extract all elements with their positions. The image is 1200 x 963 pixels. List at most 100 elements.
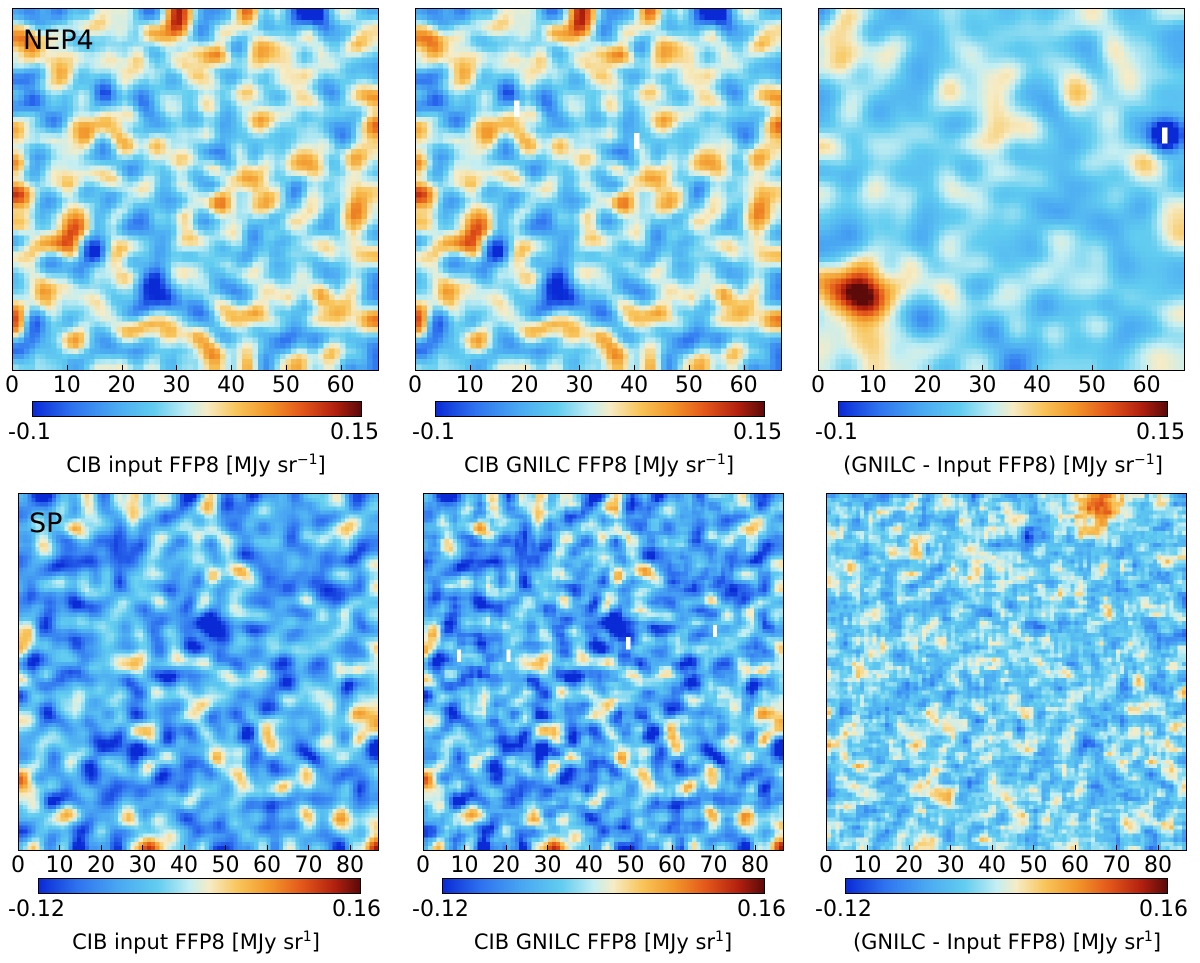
colorbar-max: 0.16 <box>1139 897 1188 922</box>
x-tick-mark <box>1033 845 1035 851</box>
x-tick-mark <box>1146 365 1148 371</box>
x-tick-mark <box>588 845 590 851</box>
x-tick-label: 50 <box>674 373 703 398</box>
x-tick-label: 40 <box>574 853 603 878</box>
x-tick-label: 30 <box>968 373 997 398</box>
x-tick-label: 30 <box>936 853 965 878</box>
x-tick-mark <box>579 365 581 371</box>
x-tick-label: 20 <box>913 373 942 398</box>
colorbar-max: 0.16 <box>737 897 786 922</box>
x-tick-label: 20 <box>894 853 923 878</box>
x-tick-mark <box>867 845 869 851</box>
x-tick-mark <box>524 365 526 371</box>
x-tick-label: 80 <box>740 853 769 878</box>
colorbar-max: 0.15 <box>330 420 379 445</box>
x-tick-mark <box>1091 365 1093 371</box>
x-tick-mark <box>225 845 227 851</box>
x-tick-mark <box>688 365 690 371</box>
heatmap-canvas <box>416 9 781 370</box>
x-tick-mark <box>176 365 178 371</box>
field-label: SP <box>29 508 63 539</box>
x-tick-label: 0 <box>416 853 430 878</box>
heatmap-canvas <box>13 9 378 370</box>
x-tick-mark <box>1157 845 1159 851</box>
x-tick-label: 30 <box>565 373 594 398</box>
x-tick-label: 50 <box>1019 853 1048 878</box>
x-tick-label: 0 <box>811 373 825 398</box>
x-tick-label: 20 <box>86 853 115 878</box>
heatmap-canvas <box>19 494 378 850</box>
x-tick-label: 20 <box>107 373 136 398</box>
x-tick-mark <box>423 845 424 851</box>
x-tick-mark <box>950 845 952 851</box>
x-tick-mark <box>18 845 19 851</box>
x-tick-mark <box>982 365 984 371</box>
colorbar <box>442 878 765 894</box>
heatmap <box>826 493 1187 851</box>
x-tick-mark <box>818 365 819 371</box>
colorbar-title: CIB input FFP8 [MJy sr1] <box>72 929 320 954</box>
x-tick-label: 50 <box>616 853 645 878</box>
x-tick-mark <box>872 365 874 371</box>
x-tick-mark <box>927 365 929 371</box>
x-tick-label: 20 <box>491 853 520 878</box>
heatmap-canvas <box>827 494 1186 850</box>
x-tick-label: 50 <box>1077 373 1106 398</box>
x-tick-mark <box>415 365 416 371</box>
x-tick-mark <box>754 845 756 851</box>
x-tick-mark <box>121 365 123 371</box>
colorbar <box>32 401 362 417</box>
x-tick-mark <box>743 365 745 371</box>
colorbar-title: (GNILC - Input FFP8) [MJy sr−1] <box>843 452 1163 477</box>
heatmap: SP <box>18 493 379 851</box>
x-tick-label: 40 <box>1023 373 1052 398</box>
x-tick-label: 40 <box>620 373 649 398</box>
x-tick-label: 60 <box>729 373 758 398</box>
x-tick-label: 10 <box>45 853 74 878</box>
colorbar <box>838 401 1168 417</box>
x-tick-label: 30 <box>128 853 157 878</box>
x-tick-mark <box>547 845 549 851</box>
x-tick-label: 10 <box>858 373 887 398</box>
x-tick-mark <box>183 845 185 851</box>
x-tick-mark <box>1037 365 1039 371</box>
x-tick-label: 70 <box>294 853 323 878</box>
x-tick-mark <box>66 365 68 371</box>
x-tick-label: 30 <box>533 853 562 878</box>
x-tick-label: 60 <box>326 373 355 398</box>
x-tick-label: 60 <box>1060 853 1089 878</box>
x-tick-label: 60 <box>1132 373 1161 398</box>
x-tick-mark <box>991 845 993 851</box>
colorbar-min: -0.1 <box>8 420 51 445</box>
heatmap <box>415 8 782 371</box>
colorbar-title: (GNILC - Input FFP8) [MJy sr1] <box>852 929 1162 954</box>
x-tick-mark <box>713 845 715 851</box>
x-tick-label: 30 <box>162 373 191 398</box>
colorbar-min: -0.1 <box>412 420 455 445</box>
x-tick-label: 10 <box>450 853 479 878</box>
heatmap <box>818 8 1185 371</box>
x-tick-mark <box>505 845 507 851</box>
x-tick-label: 80 <box>1143 853 1172 878</box>
x-tick-mark <box>308 845 310 851</box>
colorbar <box>845 878 1168 894</box>
x-tick-mark <box>1116 845 1118 851</box>
colorbar-min: -0.1 <box>815 420 858 445</box>
field-label: NEP4 <box>23 25 94 56</box>
heatmap <box>423 493 784 851</box>
x-tick-mark <box>285 365 287 371</box>
x-tick-label: 40 <box>169 853 198 878</box>
x-tick-label: 60 <box>657 853 686 878</box>
heatmap-canvas <box>819 9 1184 370</box>
x-tick-label: 70 <box>699 853 728 878</box>
x-tick-mark <box>59 845 61 851</box>
x-tick-label: 80 <box>335 853 364 878</box>
heatmap: NEP4 <box>12 8 379 371</box>
x-tick-mark <box>100 845 102 851</box>
x-tick-label: 10 <box>52 373 81 398</box>
x-tick-mark <box>908 845 910 851</box>
x-tick-mark <box>469 365 471 371</box>
x-tick-mark <box>1074 845 1076 851</box>
x-tick-label: 0 <box>819 853 833 878</box>
colorbar-title: CIB GNILC FFP8 [MJy sr1] <box>473 929 733 954</box>
